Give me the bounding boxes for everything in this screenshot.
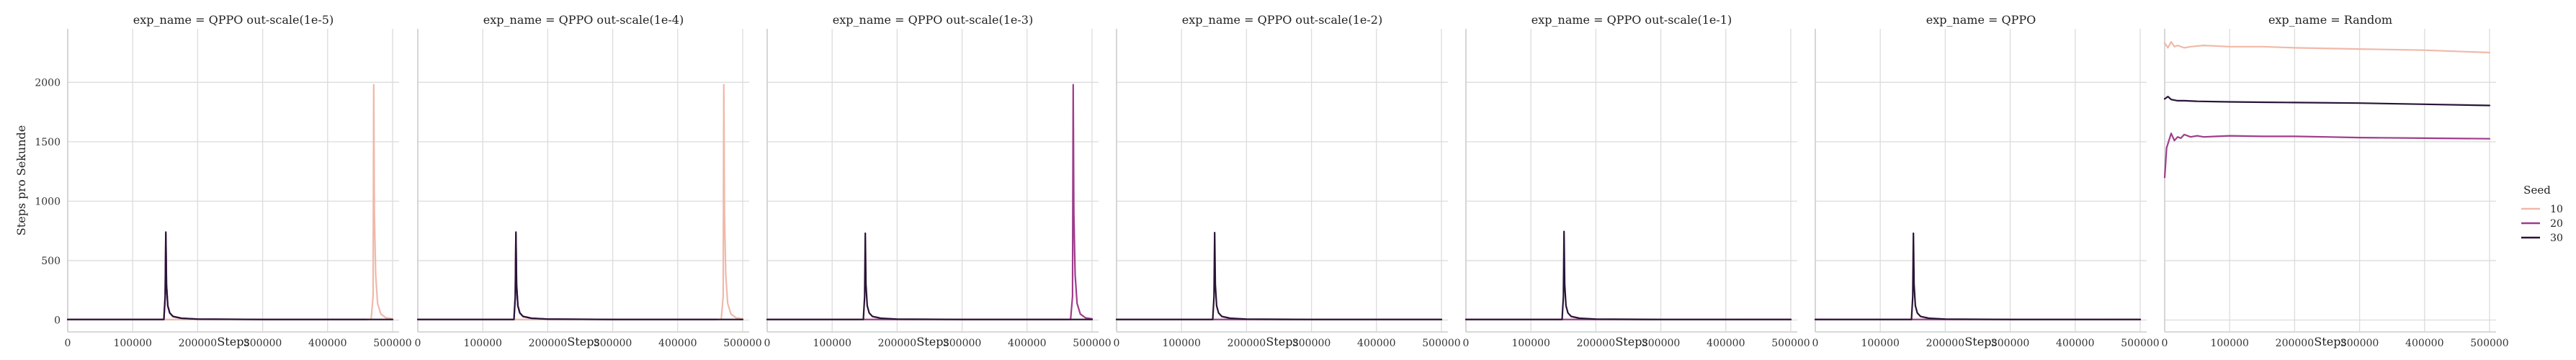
- panel-title: exp_name = QPPO out-scale(1e-2): [1182, 13, 1382, 27]
- x-tick-label: 200000: [1926, 338, 1964, 349]
- x-axis-label: Steps: [1615, 335, 1647, 348]
- x-tick-label: 100000: [463, 338, 501, 349]
- panel-title: exp_name = QPPO out-scale(1e-3): [833, 13, 1033, 27]
- x-tick-label: 500000: [373, 338, 411, 349]
- panel-4: 0 100000 200000 300000 400000 500000 exp_name …: [1114, 13, 1461, 349]
- y-tick-label: 1000: [35, 196, 61, 207]
- series-line-seed-30: [766, 232, 1094, 320]
- x-tick-label: 0: [415, 338, 421, 349]
- x-tick-label: 500000: [723, 338, 761, 349]
- legend-title: Seed: [2523, 184, 2551, 197]
- x-tick-label: 400000: [1008, 338, 1046, 349]
- x-tick-label: 200000: [878, 338, 916, 349]
- x-axis-label: Steps: [2314, 335, 2346, 348]
- panel-title: exp_name = QPPO out-scale(1e-4): [483, 13, 684, 27]
- x-tick-label: 300000: [943, 338, 981, 349]
- y-axis-label: Steps pro Sekunde: [14, 125, 28, 235]
- x-tick-label: 0: [1114, 338, 1120, 349]
- legend-label-seed-30: 30: [2550, 233, 2563, 244]
- x-axis-label: Steps: [1266, 335, 1298, 348]
- x-tick-label: 200000: [1577, 338, 1615, 349]
- x-tick-label: 500000: [1073, 338, 1111, 349]
- x-tick-label: 100000: [2210, 338, 2248, 349]
- x-tick-label: 200000: [1227, 338, 1266, 349]
- y-tick-label: 1500: [35, 137, 61, 148]
- legend: Seed 10 20 30: [2521, 184, 2563, 244]
- x-tick-label: 400000: [2056, 338, 2094, 349]
- series-line-seed-30: [416, 231, 744, 320]
- y-tick-label: 2000: [35, 77, 61, 89]
- series-line-seed-30: [1814, 232, 2142, 320]
- x-tick-label: 200000: [179, 338, 217, 349]
- x-tick-label: 500000: [1771, 338, 1810, 349]
- panel-title: exp_name = QPPO out-scale(1e-1): [1531, 13, 1732, 27]
- x-tick-label: 300000: [2340, 338, 2379, 349]
- x-tick-label: 0: [2162, 338, 2168, 349]
- x-tick-label: 400000: [1357, 338, 1395, 349]
- x-axis-label: Steps: [1964, 335, 1997, 348]
- x-tick-label: 200000: [2276, 338, 2314, 349]
- panel-title: exp_name = QPPO out-scale(1e-5): [133, 13, 334, 27]
- x-tick-label: 400000: [1707, 338, 1745, 349]
- x-tick-label: 500000: [2470, 338, 2508, 349]
- y-tick-label: 0: [54, 315, 61, 326]
- series-line-seed-20: [766, 84, 1094, 320]
- x-tick-label: 100000: [813, 338, 851, 349]
- legend-label-seed-10: 10: [2550, 204, 2563, 215]
- x-tick-label: 500000: [2121, 338, 2159, 349]
- panel-title: exp_name = Random: [2268, 13, 2392, 27]
- panel-7: 0 100000 200000 300000 400000 500000 exp_name …: [2162, 13, 2509, 349]
- series-line-seed-20: [66, 233, 367, 320]
- panel-6: 0 100000 200000 300000 400000 500000 exp_name …: [1812, 13, 2160, 349]
- x-tick-label: 0: [764, 338, 771, 349]
- x-tick-label: 400000: [658, 338, 697, 349]
- x-tick-label: 500000: [1422, 338, 1460, 349]
- legend-label-seed-20: 20: [2550, 218, 2563, 230]
- x-tick-label: 0: [1812, 338, 1819, 349]
- x-tick-label: 400000: [2405, 338, 2443, 349]
- x-tick-label: 300000: [1991, 338, 2029, 349]
- series-line-seed-10: [66, 84, 394, 320]
- panel-3: 0 100000 200000 300000 400000 500000 exp_name …: [764, 13, 1112, 349]
- x-tick-label: 0: [1463, 338, 1470, 349]
- series-line-seed-30: [1115, 232, 1443, 320]
- panel-1: 0 100000 200000 300000 400000 500000 0 500 1000 1…: [35, 13, 411, 349]
- panel-title: exp_name = QPPO: [1926, 13, 2036, 27]
- x-tick-label: 300000: [1292, 338, 1331, 349]
- x-tick-label: 300000: [1642, 338, 1680, 349]
- series-line-seed-30: [66, 231, 394, 320]
- series-line-seed-30: [2163, 96, 2491, 107]
- series-line-seed-20: [2163, 132, 2491, 179]
- x-tick-label: 100000: [113, 338, 151, 349]
- x-axis-label: Steps: [916, 335, 949, 348]
- x-tick-label: 300000: [594, 338, 632, 349]
- series-line-seed-10: [2163, 41, 2491, 54]
- panel-2: 0 100000 200000 300000 400000 500000 exp_name …: [415, 13, 762, 349]
- x-axis-label: Steps: [567, 335, 599, 348]
- series-line-seed-30: [1464, 230, 1792, 320]
- series-line-seed-20: [416, 233, 718, 320]
- x-tick-label: 0: [65, 338, 71, 349]
- panel-5: 0 100000 200000 300000 400000 500000 exp_name …: [1463, 13, 1810, 349]
- x-axis-label: Steps: [217, 335, 249, 348]
- x-tick-label: 200000: [529, 338, 567, 349]
- x-tick-label: 300000: [243, 338, 282, 349]
- series-line-seed-10: [416, 84, 744, 320]
- x-tick-label: 100000: [1511, 338, 1549, 349]
- x-tick-label: 400000: [308, 338, 346, 349]
- x-tick-label: 100000: [1162, 338, 1200, 349]
- x-tick-label: 100000: [1861, 338, 1899, 349]
- y-tick-label: 500: [41, 256, 61, 267]
